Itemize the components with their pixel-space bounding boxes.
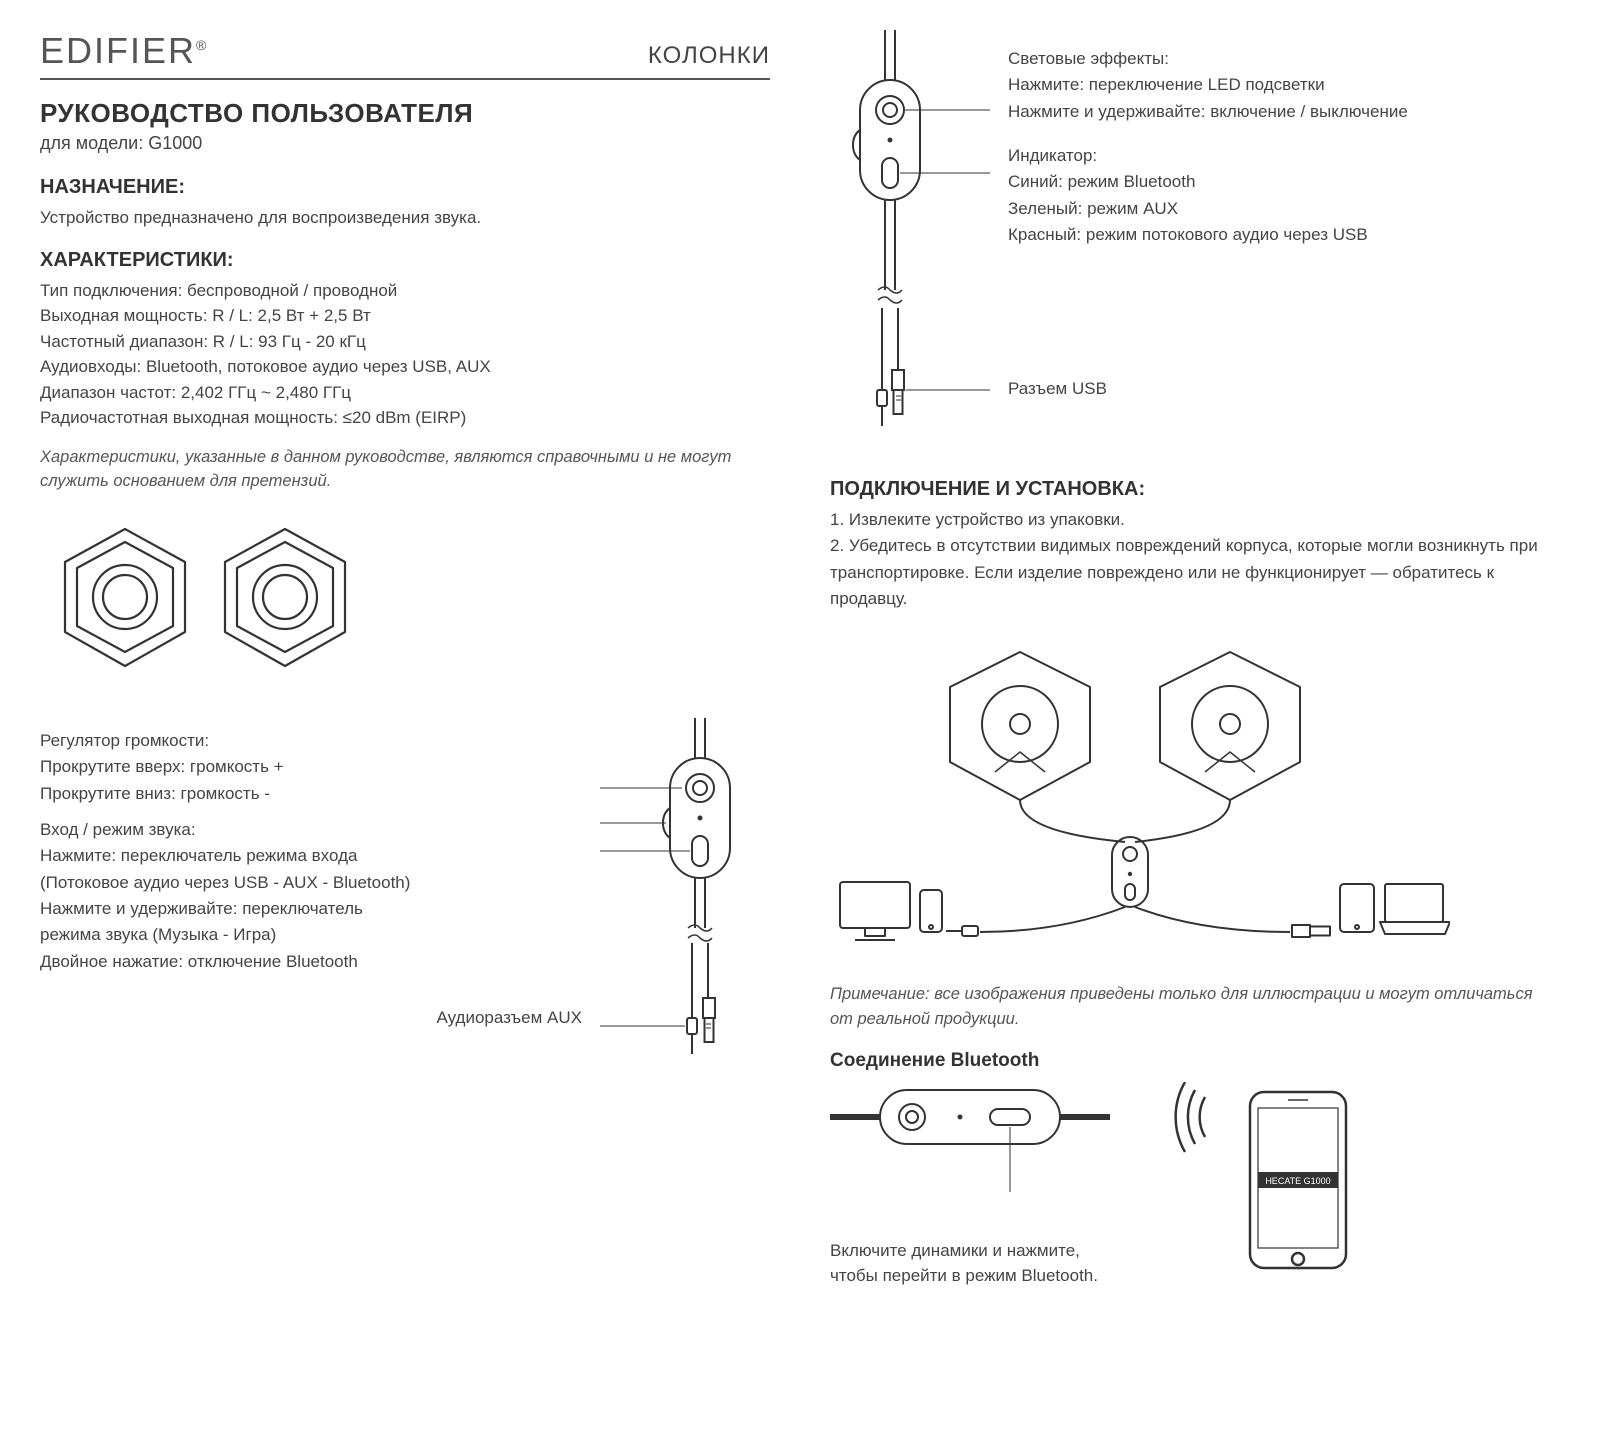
install-step-1: 1. Извлеките устройство из упаковки.: [830, 507, 1560, 533]
bluetooth-diagram-row: Включите динамики и нажмите, чтобы перей…: [830, 1082, 1560, 1289]
install-step-2: 2. Убедитесь в отсутствии видимых повреж…: [830, 533, 1560, 612]
bluetooth-phone-diagram: HECATE G1000: [1150, 1082, 1370, 1282]
indicator-red-text: Красный: режим потокового аудио через US…: [1008, 225, 1368, 244]
volume-down-text: Прокрутите вниз: громкость -: [40, 784, 270, 803]
controller-diagram-right: [830, 30, 990, 460]
page-title: РУКОВОДСТВО ПОЛЬЗОВАТЕЛЯ: [40, 98, 770, 129]
spec-line: Выходная мощность: R / L: 2,5 Вт + 2,5 В…: [40, 303, 770, 329]
purpose-text: Устройство предназначено для воспроизвед…: [40, 205, 770, 231]
speaker-front-illustration: [40, 514, 770, 694]
purpose-heading: НАЗНАЧЕНИЕ:: [40, 176, 770, 199]
brand-mark: ®: [196, 37, 208, 53]
mode-hold2-text: режима звука (Музыка - Игра): [40, 925, 276, 944]
aux-label: Аудиоразъем AUX: [436, 1008, 582, 1027]
brand-text: EDIFIER: [40, 30, 196, 71]
mode-press2-text: (Потоковое аудио через USB - AUX - Bluet…: [40, 873, 410, 892]
indicator-blue-text: Синий: режим Bluetooth: [1008, 172, 1195, 191]
install-list: 1. Извлеките устройство из упаковки. 2. …: [830, 507, 1560, 612]
mode-press-text: Нажмите: переключатель режима входа: [40, 846, 357, 865]
light-hold-text: Нажмите и удерживайте: включение / выклю…: [1008, 102, 1408, 121]
install-heading: ПОДКЛЮЧЕНИЕ И УСТАНОВКА:: [830, 478, 1560, 501]
brand-logo: EDIFIER®: [40, 30, 208, 72]
bluetooth-caption: Включите динамики и нажмите, чтобы перей…: [830, 1238, 1110, 1289]
header: EDIFIER® КОЛОНКИ: [40, 30, 770, 80]
spec-line: Тип подключения: беспроводной / проводно…: [40, 278, 770, 304]
connection-diagram: [830, 632, 1560, 962]
controller-callout-left: Регулятор громкости: Прокрутите вверх: г…: [40, 718, 770, 1078]
indicator-heading: Индикатор:: [1008, 146, 1097, 165]
specs-heading: ХАРАКТЕРИСТИКИ:: [40, 249, 770, 272]
volume-heading: Регулятор громкости:: [40, 731, 209, 750]
bluetooth-heading: Соединение Bluetooth: [830, 1050, 1560, 1072]
controller-diagram-left: [600, 718, 770, 1078]
image-note: Примечание: все изображения приведены то…: [830, 982, 1560, 1032]
spec-line: Аудиовходы: Bluetooth, потоковое аудио ч…: [40, 354, 770, 380]
spec-line: Частотный диапазон: R / L: 93 Гц - 20 кГ…: [40, 329, 770, 355]
specs-list: Тип подключения: беспроводной / проводно…: [40, 278, 770, 431]
spec-line: Радиочастотная выходная мощность: ≤20 dB…: [40, 405, 770, 431]
volume-up-text: Прокрутите вверх: громкость +: [40, 757, 284, 776]
product-category: КОЛОНКИ: [648, 42, 770, 70]
mode-heading: Вход / режим звука:: [40, 820, 196, 839]
spec-line: Диапазон частот: 2,402 ГГц ~ 2,480 ГГц: [40, 380, 770, 406]
mode-hold-text: Нажмите и удерживайте: переключатель: [40, 899, 363, 918]
usb-label: Разъем USB: [1008, 379, 1107, 398]
light-heading: Световые эффекты:: [1008, 49, 1169, 68]
controller-callout-right: Световые эффекты: Нажмите: переключение …: [830, 30, 1560, 460]
model-subtitle: для модели: G1000: [40, 133, 770, 154]
light-press-text: Нажмите: переключение LED подсветки: [1008, 75, 1325, 94]
indicator-green-text: Зеленый: режим AUX: [1008, 199, 1178, 218]
bt-device-label: HECATE G1000: [1265, 1176, 1330, 1186]
bluetooth-controller-diagram: Включите динамики и нажмите, чтобы перей…: [830, 1082, 1110, 1289]
specs-note: Характеристики, указанные в данном руков…: [40, 445, 770, 495]
mode-double-text: Двойное нажатие: отключение Bluetooth: [40, 952, 358, 971]
